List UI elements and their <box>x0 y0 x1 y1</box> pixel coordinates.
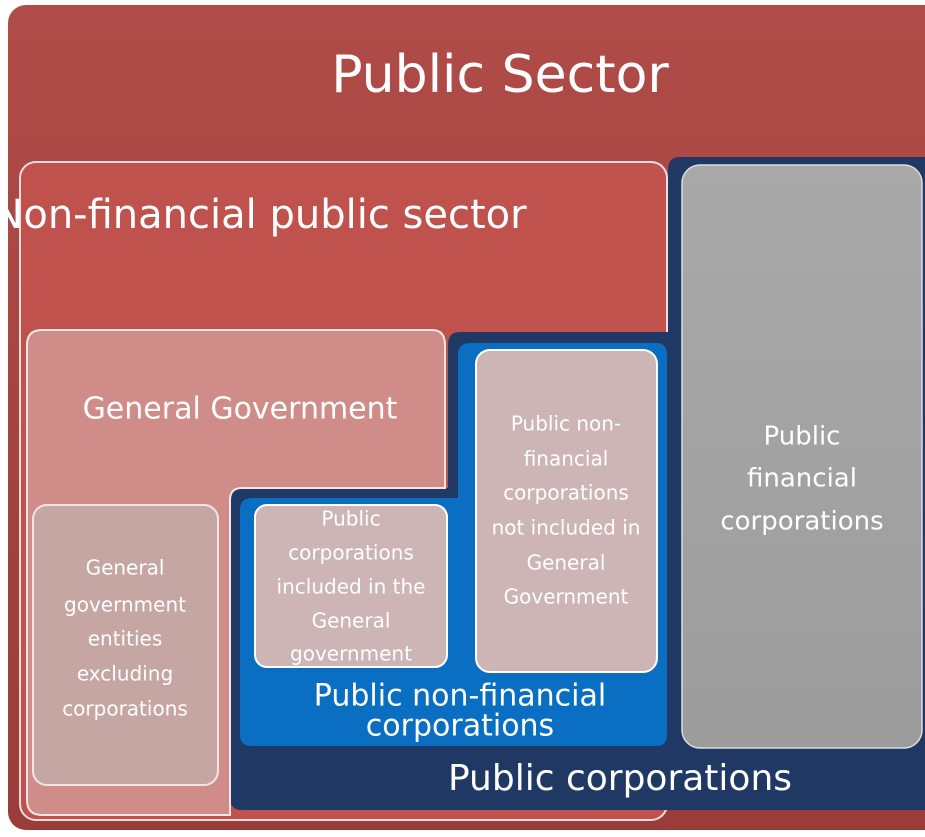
pc-included-label: corporations <box>288 541 414 565</box>
gg-entities-box <box>32 504 219 786</box>
pc-included-label: government <box>290 642 412 666</box>
pnfc-not-included-label: corporations <box>503 481 629 505</box>
title: Public Sector <box>331 45 669 105</box>
public-corporations-label: Public corporations <box>448 758 792 799</box>
pnfc-not-included-label: Public non- <box>511 412 621 436</box>
pnfc-label: corporations <box>366 709 554 744</box>
pc-included-box <box>254 504 448 668</box>
pfc-label: corporations <box>720 507 883 537</box>
pfc-label: financial <box>747 464 857 494</box>
pc-included-label: included in the <box>277 575 426 599</box>
gg-entities-label: entities <box>88 627 163 651</box>
pnfc-not-included-box <box>475 349 658 673</box>
pc-included-label: Public <box>321 507 380 531</box>
pc-included-label: General <box>312 609 391 633</box>
pnfc-not-included-label: Government <box>504 585 629 609</box>
nfps-label: Non-financial public sector <box>0 192 527 238</box>
pfc-label: Public <box>764 422 841 452</box>
pnfc-not-included-label: not included in <box>492 516 641 540</box>
gg-entities-label: General <box>86 556 165 580</box>
pnfc-label: Public non-financial <box>314 679 606 714</box>
pnfc-not-included-label: financial <box>524 447 609 471</box>
pfc-box <box>681 164 923 749</box>
gg-entities-label: corporations <box>62 697 188 721</box>
gg-entities-label: excluding <box>77 662 173 686</box>
general-government-label: General Government <box>83 392 398 427</box>
gg-entities-label: government <box>64 593 186 617</box>
pnfc-not-included-label: General <box>527 551 606 575</box>
